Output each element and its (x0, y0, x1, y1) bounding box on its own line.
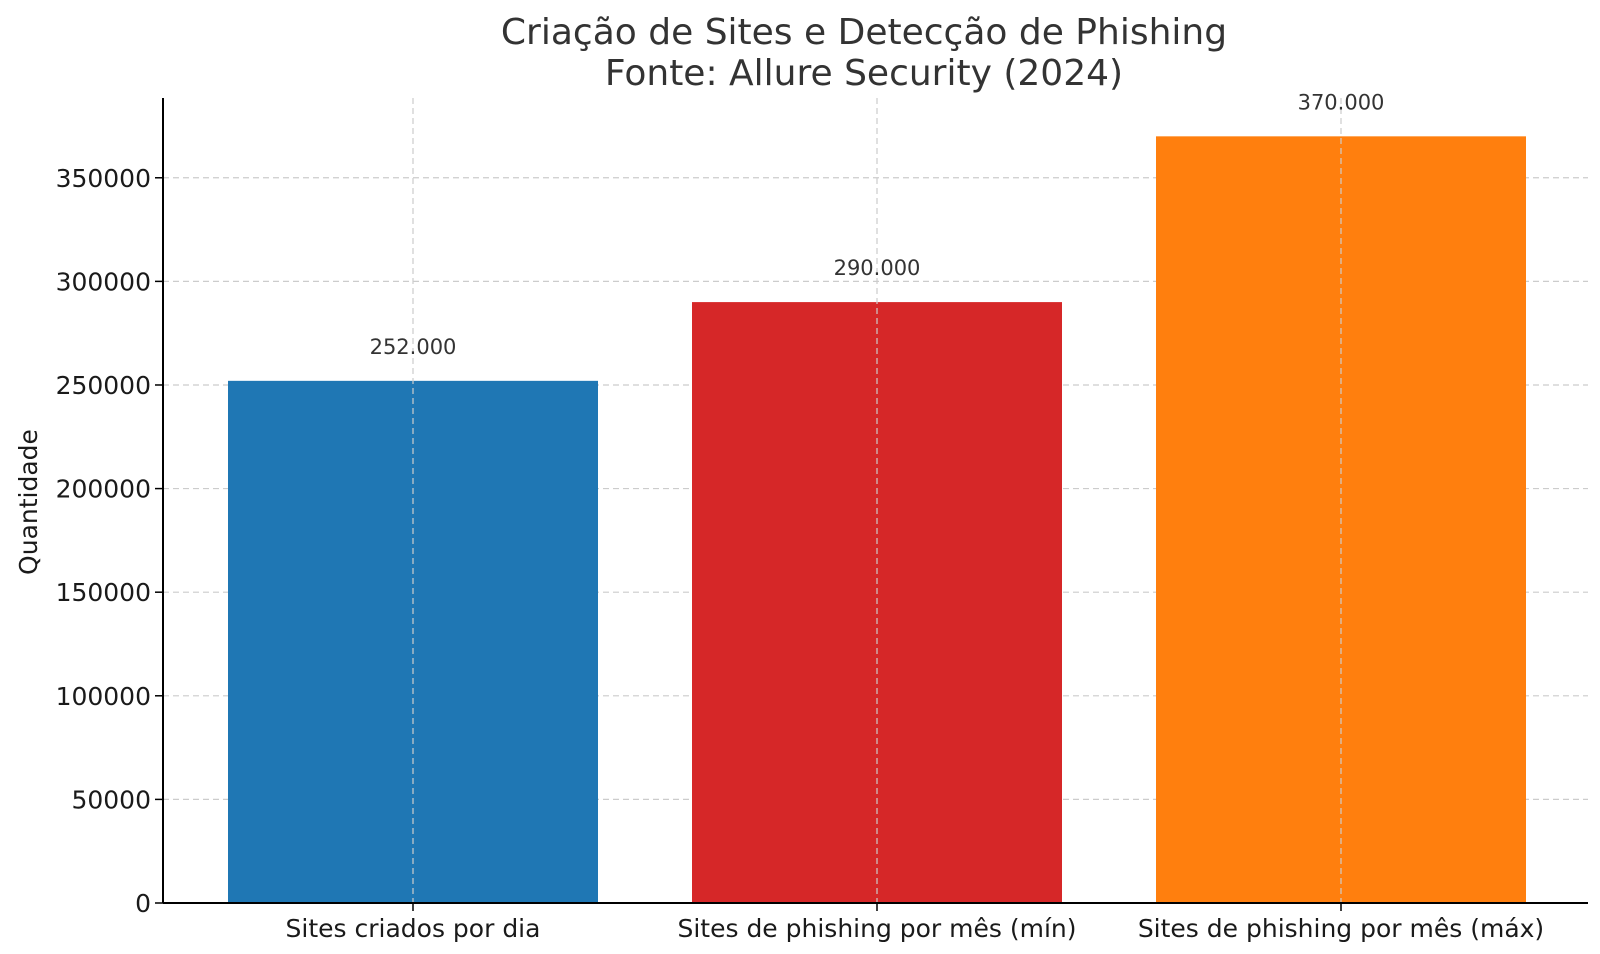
y-axis-label: Quantidade (14, 429, 43, 575)
x-tick-label: Sites criados por dia (286, 914, 541, 943)
axes (162, 98, 1588, 904)
y-tick-label: 350000 (56, 164, 151, 193)
y-tick-label: 200000 (56, 475, 151, 504)
chart-title-line-1: Criação de Sites e Detecção de Phishing (501, 12, 1227, 53)
chart-title-line-2: Fonte: Allure Security (2024) (605, 53, 1123, 94)
chart-title: Criação de Sites e Detecção de Phishing … (501, 12, 1227, 94)
data-label: 370.000 (1298, 90, 1385, 114)
x-tick-label: Sites de phishing por mês (mín) (677, 914, 1076, 943)
x-tick-label: Sites de phishing por mês (máx) (1138, 914, 1544, 943)
y-axis-ticks: 0 50000 100000 150000 200000 250000 300000 3500… (56, 164, 163, 918)
y-tick-label: 0 (135, 889, 151, 918)
y-tick-label: 300000 (56, 267, 151, 296)
y-tick-label: 100000 (56, 682, 151, 711)
data-labels: 252.000 290.000 370.000 (370, 90, 1385, 359)
x-axis-ticks: Sites criados por dia Sites de phishing p… (286, 903, 1544, 943)
y-tick-label: 150000 (56, 578, 151, 607)
data-label: 290.000 (834, 256, 921, 280)
data-label: 252.000 (370, 335, 457, 359)
y-tick-label: 250000 (56, 371, 151, 400)
vertical-grid-lines (412, 98, 1342, 903)
y-tick-label: 50000 (71, 785, 151, 814)
